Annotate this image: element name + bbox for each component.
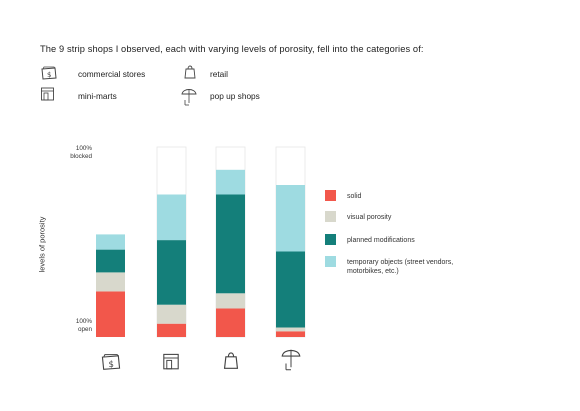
x-icon-mini-mart bbox=[163, 353, 179, 370]
bar-segment-1-2 bbox=[157, 240, 186, 305]
bar-segment-3-1 bbox=[276, 327, 305, 332]
y-bottom-label: 100% open bbox=[75, 318, 92, 333]
svg-text:$: $ bbox=[47, 71, 51, 79]
bar-segment-3-0 bbox=[276, 331, 305, 337]
bar-segment-0-1 bbox=[96, 272, 125, 292]
category-pop-up-shops: pop up shops bbox=[210, 91, 260, 101]
mini-mart-icon bbox=[41, 87, 54, 101]
retail-bag-icon bbox=[184, 65, 196, 79]
legend-label-temporary-objects: temporary objects (street vendors, motor… bbox=[347, 259, 454, 275]
bar-segment-0-0 bbox=[96, 291, 125, 337]
bar-segment-1-1 bbox=[157, 304, 186, 324]
legend-label-planned-modifications: planned modifications bbox=[347, 237, 415, 244]
category-retail: retail bbox=[210, 69, 228, 79]
bar-segment-2-3 bbox=[216, 169, 245, 195]
x-icon-umbrella bbox=[281, 349, 301, 371]
intro-text: The 9 strip shops I observed, each with … bbox=[40, 44, 424, 54]
legend-swatch-planned-modifications bbox=[325, 234, 336, 245]
x-icon-retail-bag bbox=[223, 352, 239, 369]
category-mini-marts: mini-marts bbox=[78, 91, 117, 101]
legend-swatch-solid bbox=[325, 190, 336, 201]
svg-text:$: $ bbox=[109, 360, 114, 370]
bar-segment-2-1 bbox=[216, 293, 245, 309]
bar-segment-1-3 bbox=[157, 194, 186, 241]
y-top-label: 100% blocked bbox=[70, 145, 92, 160]
commercial-store-icon: $ bbox=[41, 66, 57, 80]
bar-segment-3-2 bbox=[276, 251, 305, 328]
umbrella-icon bbox=[181, 89, 197, 106]
legend-swatch-visual-porosity bbox=[325, 211, 336, 222]
x-icon-commercial-store: $ bbox=[101, 354, 121, 370]
legend-label-solid: solid bbox=[347, 193, 362, 200]
legend-swatch-temporary-objects bbox=[325, 256, 336, 267]
bar-segment-2-2 bbox=[216, 194, 245, 294]
bar-segment-2-0 bbox=[216, 308, 245, 337]
category-commercial-stores: commercial stores bbox=[78, 69, 146, 79]
legend-label-visual-porosity: visual porosity bbox=[347, 214, 392, 221]
bar-segment-1-0 bbox=[157, 323, 186, 337]
bar-segment-0-2 bbox=[96, 249, 125, 273]
bar-segment-3-3 bbox=[276, 185, 305, 252]
bar-segment-0-3 bbox=[96, 234, 125, 250]
